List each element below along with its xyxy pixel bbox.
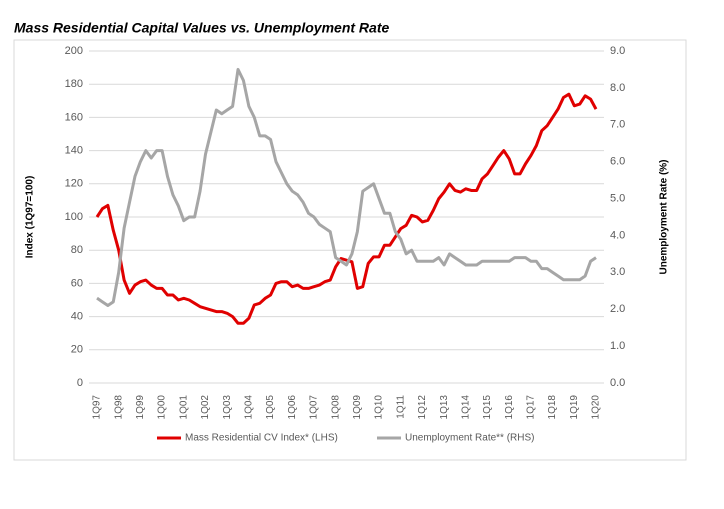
series-line <box>95 92 598 325</box>
legend-label: Unemployment Rate** (RHS) <box>405 433 535 444</box>
x-tick-label: 1Q20 <box>591 395 602 420</box>
x-tick-label: 1Q00 <box>157 395 168 420</box>
y-tick-label: 140 <box>65 145 83 157</box>
y-tick-label: 0 <box>77 377 83 389</box>
y2-tick-label: 2.0 <box>610 303 625 315</box>
y-tick-label: 120 <box>65 178 83 190</box>
x-tick-label: 1Q05 <box>265 395 276 420</box>
x-tick-label: 1Q10 <box>374 395 385 420</box>
x-tick-label: 1Q07 <box>309 395 320 420</box>
chart-border <box>13 39 687 461</box>
y-tick-label: 60 <box>71 277 83 289</box>
y2-tick-label: 3.0 <box>610 266 625 278</box>
x-tick-label: 1Q11 <box>395 395 406 419</box>
y-tick-label: 100 <box>65 211 83 223</box>
x-tick-label: 1Q17 <box>526 395 537 420</box>
x-tick-label: 1Q18 <box>547 395 558 420</box>
y2-tick-label: 0.0 <box>610 377 625 389</box>
y2-tick-label: 5.0 <box>610 192 625 204</box>
x-tick-label: 1Q16 <box>504 395 515 420</box>
x-tick-label: 1Q09 <box>352 395 363 420</box>
x-tick-label: 1Q97 <box>92 395 103 420</box>
x-tick-label: 1Q14 <box>460 395 471 420</box>
x-tick-label: 1Q03 <box>222 395 233 420</box>
y-tick-label: 20 <box>71 344 83 356</box>
x-tick-label: 1Q98 <box>113 395 124 420</box>
y2-tick-label: 8.0 <box>610 82 625 94</box>
x-tick-label: 1Q15 <box>482 395 493 420</box>
x-tick-label: 1Q04 <box>244 395 255 420</box>
x-tick-label: 1Q06 <box>287 395 298 420</box>
y2-axis-label: Unemployment Rate (%) <box>659 159 670 274</box>
y2-tick-label: 1.0 <box>610 340 625 352</box>
y2-tick-label: 6.0 <box>610 156 625 168</box>
x-tick-label: 1Q99 <box>135 395 146 420</box>
y2-tick-label: 7.0 <box>610 119 625 131</box>
y-tick-label: 200 <box>65 45 83 57</box>
x-tick-label: 1Q12 <box>417 395 428 420</box>
y-tick-label: 180 <box>65 78 83 90</box>
y-tick-label: 40 <box>71 311 83 323</box>
y2-tick-label: 9.0 <box>610 45 625 57</box>
series-line <box>96 67 597 308</box>
y2-tick-label: 4.0 <box>610 229 625 241</box>
x-tick-label: 1Q01 <box>178 395 189 420</box>
chart-title: Mass Residential Capital Values vs. Unem… <box>14 20 389 36</box>
x-tick-label: 1Q19 <box>569 395 580 420</box>
x-tick-label: 1Q13 <box>439 395 450 420</box>
legend-label: Mass Residential CV Index* (LHS) <box>185 433 338 444</box>
y-tick-label: 160 <box>65 111 83 123</box>
y-tick-label: 80 <box>71 244 83 256</box>
x-tick-label: 1Q02 <box>200 395 211 420</box>
x-tick-label: 1Q08 <box>330 395 341 420</box>
y-axis-label: Index (1Q97=100) <box>25 176 36 259</box>
